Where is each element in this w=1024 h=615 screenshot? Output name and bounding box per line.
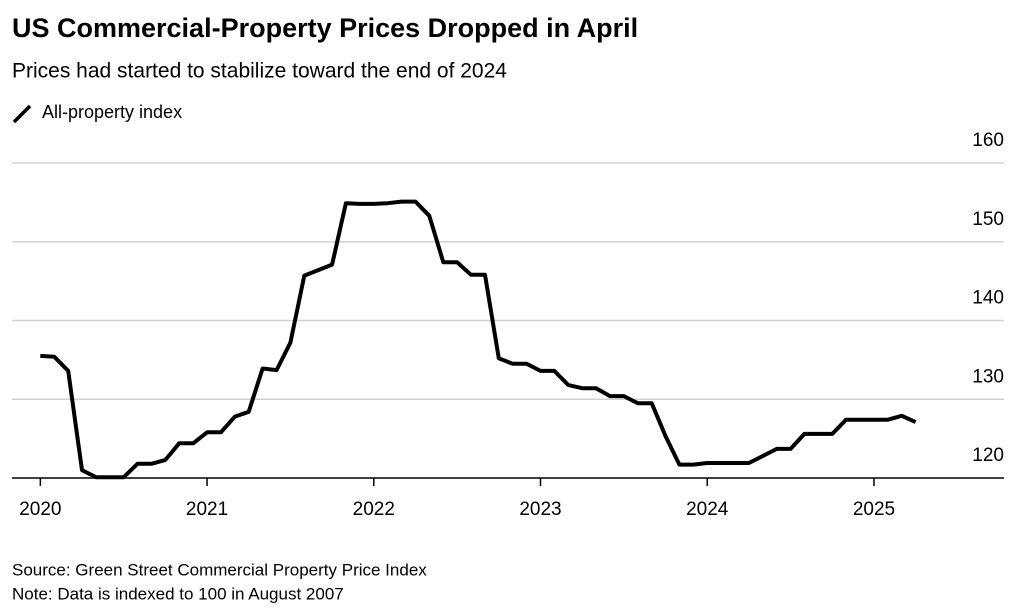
note: Note: Data is indexed to 100 in August 2… xyxy=(12,584,344,603)
x-tick-label: 2025 xyxy=(853,499,895,520)
y-tick-label: 140 xyxy=(972,288,1004,309)
x-tick-label: 2023 xyxy=(519,499,561,520)
chart-title: US Commercial-Property Prices Dropped in… xyxy=(12,13,638,43)
x-tick-label: 2021 xyxy=(186,499,228,520)
chart-subtitle: Prices had started to stabilize toward t… xyxy=(12,60,507,83)
y-tick-label: 120 xyxy=(972,445,1004,466)
source: Source: Green Street Commercial Property… xyxy=(12,560,427,579)
y-tick-label: 130 xyxy=(972,366,1004,387)
x-tick-label: 2024 xyxy=(686,499,729,520)
legend-label: All-property index xyxy=(42,102,182,122)
y-tick-label: 160 xyxy=(972,130,1004,151)
y-tick-label: 150 xyxy=(972,209,1004,230)
x-tick-label: 2022 xyxy=(353,499,395,520)
legend-swatch xyxy=(12,104,32,124)
x-tick-label: 2020 xyxy=(19,499,61,520)
series-line xyxy=(40,199,917,480)
